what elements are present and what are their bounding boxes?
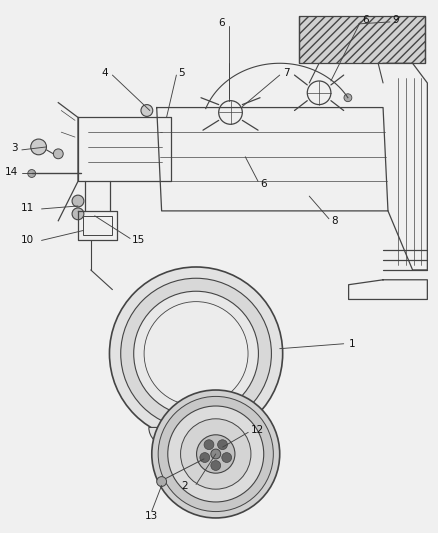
Bar <box>83 216 113 236</box>
Circle shape <box>211 461 221 471</box>
Circle shape <box>134 291 258 416</box>
Circle shape <box>204 440 214 450</box>
Text: 13: 13 <box>145 511 159 521</box>
Circle shape <box>211 449 221 459</box>
Wedge shape <box>149 427 184 445</box>
Circle shape <box>157 477 166 487</box>
Text: 2: 2 <box>182 481 188 491</box>
Circle shape <box>218 440 227 450</box>
Circle shape <box>72 195 84 207</box>
Circle shape <box>72 208 84 220</box>
Circle shape <box>197 435 235 473</box>
Text: 9: 9 <box>392 15 399 25</box>
Circle shape <box>344 94 352 102</box>
Text: 7: 7 <box>283 68 290 78</box>
Text: 4: 4 <box>102 68 109 78</box>
Circle shape <box>200 453 210 463</box>
Text: 8: 8 <box>331 216 338 226</box>
Circle shape <box>53 149 63 159</box>
Circle shape <box>168 406 264 502</box>
Circle shape <box>31 139 46 155</box>
Text: 12: 12 <box>251 425 265 435</box>
Text: 6: 6 <box>260 179 267 189</box>
Text: 3: 3 <box>11 143 18 153</box>
Circle shape <box>144 302 248 406</box>
Text: 1: 1 <box>349 339 355 349</box>
Text: 10: 10 <box>21 236 34 245</box>
Text: 11: 11 <box>21 203 34 213</box>
Circle shape <box>110 267 283 440</box>
Text: 15: 15 <box>132 236 145 245</box>
Circle shape <box>28 169 35 177</box>
Circle shape <box>180 419 251 489</box>
Circle shape <box>158 397 273 512</box>
Bar <box>300 16 425 63</box>
Text: 6: 6 <box>218 18 225 28</box>
Circle shape <box>121 278 272 429</box>
Circle shape <box>152 390 280 518</box>
Circle shape <box>222 453 232 463</box>
Text: 5: 5 <box>178 68 185 78</box>
Circle shape <box>141 104 153 116</box>
Text: 14: 14 <box>5 166 18 176</box>
Text: 6: 6 <box>362 15 369 25</box>
